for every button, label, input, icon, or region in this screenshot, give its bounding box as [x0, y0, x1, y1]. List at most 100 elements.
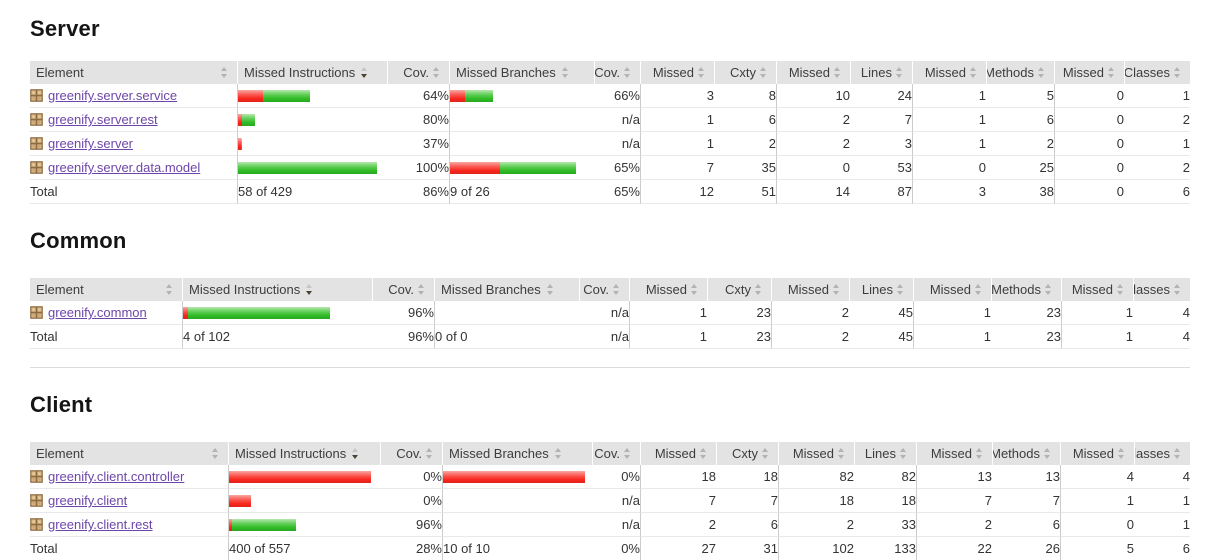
sort-icon[interactable] — [1173, 448, 1182, 459]
sort-icon[interactable] — [220, 67, 229, 78]
sort-icon[interactable] — [975, 448, 984, 459]
column-header-classes[interactable]: Classes — [1124, 61, 1190, 84]
sort-icon[interactable] — [832, 284, 841, 295]
sort-icon[interactable] — [554, 448, 563, 459]
sort-icon[interactable] — [895, 67, 904, 78]
missed-branches-bar-cell — [449, 156, 594, 180]
column-header-missed-instructions[interactable]: Missed Instructions — [182, 278, 372, 301]
sort-icon[interactable] — [561, 67, 570, 78]
column-header-lines[interactable]: Lines — [850, 61, 912, 84]
column-header-element[interactable]: Element — [30, 442, 228, 465]
column-header-lines[interactable]: Lines — [854, 442, 916, 465]
sort-icon[interactable] — [1107, 67, 1116, 78]
total-branch-coverage: 0% — [592, 537, 640, 560]
package-link[interactable]: greenify.client — [48, 493, 128, 508]
total-metric-value: 102 — [778, 537, 854, 560]
package-link[interactable]: greenify.server — [48, 136, 134, 151]
sort-icon[interactable] — [690, 284, 699, 295]
column-header-label: Lines — [864, 446, 896, 461]
sort-icon[interactable] — [754, 284, 763, 295]
column-header-element[interactable]: Element — [30, 278, 182, 301]
column-header-missed[interactable]: Missed — [776, 61, 850, 84]
package-icon — [30, 137, 43, 150]
metric-value: 82 — [778, 465, 854, 489]
column-header-cov-[interactable]: Cov. — [372, 278, 434, 301]
column-header-methods[interactable]: Methods — [986, 61, 1054, 84]
header-cell-content: Element — [30, 65, 237, 80]
column-header-element[interactable]: Element — [30, 61, 237, 84]
column-header-missed[interactable]: Missed — [771, 278, 849, 301]
package-link[interactable]: greenify.client.rest — [48, 517, 153, 532]
package-link[interactable]: greenify.client.controller — [48, 469, 185, 484]
column-header-missed-instructions[interactable]: Missed Instructions — [228, 442, 380, 465]
column-header-label: Missed — [1062, 65, 1104, 80]
sort-icon[interactable] — [761, 448, 770, 459]
sort-icon[interactable] — [546, 284, 555, 295]
sort-icon[interactable] — [351, 448, 360, 459]
sort-icon[interactable] — [1044, 284, 1053, 295]
sort-icon[interactable] — [211, 448, 220, 459]
column-header-missed-branches[interactable]: Missed Branches — [442, 442, 592, 465]
sort-icon[interactable] — [1173, 67, 1182, 78]
sort-icon[interactable] — [974, 284, 983, 295]
sort-icon[interactable] — [165, 284, 174, 295]
sort-icon[interactable] — [1173, 284, 1182, 295]
column-header-cov-[interactable]: Cov. — [380, 442, 442, 465]
sort-icon[interactable] — [305, 284, 314, 295]
column-header-classes[interactable]: Classes — [1133, 278, 1190, 301]
column-header-missed-branches[interactable]: Missed Branches — [434, 278, 579, 301]
sort-icon[interactable] — [432, 67, 441, 78]
sort-icon[interactable] — [623, 67, 632, 78]
column-header-missed[interactable]: Missed — [778, 442, 854, 465]
column-header-missed[interactable]: Missed — [640, 442, 716, 465]
sort-icon[interactable] — [837, 448, 846, 459]
column-header-missed[interactable]: Missed — [1060, 442, 1134, 465]
column-header-missed[interactable]: Missed — [1061, 278, 1133, 301]
column-header-classes[interactable]: Classes — [1134, 442, 1190, 465]
sort-icon[interactable] — [417, 284, 426, 295]
sort-icon[interactable] — [360, 67, 369, 78]
sort-icon[interactable] — [1117, 448, 1126, 459]
sort-icon[interactable] — [896, 284, 905, 295]
sort-icon[interactable] — [699, 448, 708, 459]
column-header-missed[interactable]: Missed — [912, 61, 986, 84]
column-header-missed-instructions[interactable]: Missed Instructions — [237, 61, 387, 84]
column-header-cxty[interactable]: Cxty — [707, 278, 771, 301]
missed-instructions-bar — [183, 306, 372, 319]
package-link[interactable]: greenify.server.service — [48, 88, 178, 103]
column-header-cov-[interactable]: Cov. — [592, 442, 640, 465]
column-header-lines[interactable]: Lines — [849, 278, 913, 301]
column-header-cxty[interactable]: Cxty — [716, 442, 778, 465]
sort-icon[interactable] — [1043, 448, 1052, 459]
column-header-cov-[interactable]: Cov. — [387, 61, 449, 84]
sort-icon[interactable] — [425, 448, 434, 459]
branch-coverage-value: n/a — [579, 301, 629, 325]
sort-icon[interactable] — [969, 67, 978, 78]
column-header-methods[interactable]: Methods — [991, 278, 1061, 301]
column-header-methods[interactable]: Methods — [992, 442, 1060, 465]
column-header-cxty[interactable]: Cxty — [714, 61, 776, 84]
column-header-missed[interactable]: Missed — [640, 61, 714, 84]
sort-icon[interactable] — [759, 67, 768, 78]
column-header-cov-[interactable]: Cov. — [579, 278, 629, 301]
metric-value: 18 — [640, 465, 716, 489]
package-link[interactable]: greenify.server.rest — [48, 112, 158, 127]
column-header-cov-[interactable]: Cov. — [594, 61, 640, 84]
package-link[interactable]: greenify.server.data.model — [48, 160, 201, 175]
sort-icon[interactable] — [899, 448, 908, 459]
metric-value: 13 — [992, 465, 1060, 489]
package-link[interactable]: greenify.common — [48, 305, 147, 320]
column-header-missed[interactable]: Missed — [913, 278, 991, 301]
total-branches: 9 of 26 — [449, 180, 594, 204]
sort-icon[interactable] — [612, 284, 621, 295]
column-header-missed[interactable]: Missed — [629, 278, 707, 301]
sort-icon[interactable] — [697, 67, 706, 78]
column-header-missed[interactable]: Missed — [1054, 61, 1124, 84]
column-header-missed-branches[interactable]: Missed Branches — [449, 61, 594, 84]
column-header-missed[interactable]: Missed — [916, 442, 992, 465]
sort-icon[interactable] — [1116, 284, 1125, 295]
header-cell-content: Missed Instructions — [229, 446, 380, 461]
sort-icon[interactable] — [1037, 67, 1046, 78]
sort-icon[interactable] — [833, 67, 842, 78]
sort-icon[interactable] — [623, 448, 632, 459]
